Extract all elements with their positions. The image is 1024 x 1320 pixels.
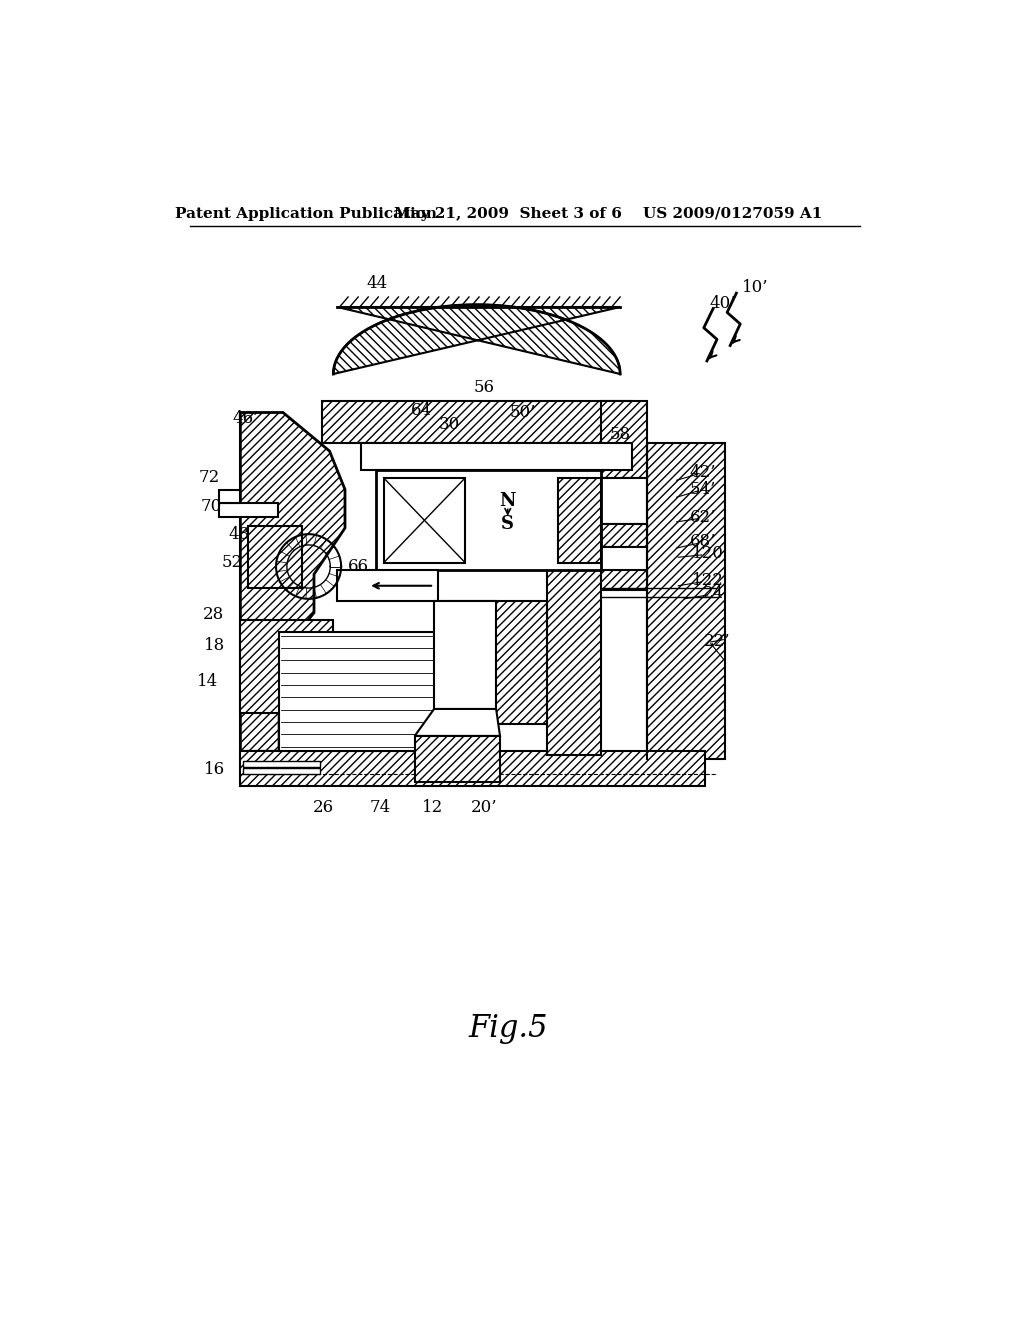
Text: 42’: 42’ xyxy=(690,465,717,480)
Bar xyxy=(248,527,302,589)
Text: 12: 12 xyxy=(422,799,443,816)
Text: 122: 122 xyxy=(692,572,724,589)
Text: Patent Application Publication: Patent Application Publication xyxy=(175,207,437,220)
Bar xyxy=(243,768,321,775)
Bar xyxy=(442,601,547,725)
Text: 120: 120 xyxy=(692,545,724,562)
Text: 14: 14 xyxy=(198,673,218,690)
Bar xyxy=(241,620,334,713)
Text: 28: 28 xyxy=(203,606,224,623)
Text: US 2009/0127059 A1: US 2009/0127059 A1 xyxy=(643,207,822,220)
Bar xyxy=(558,570,647,590)
Bar xyxy=(434,601,496,737)
Bar xyxy=(601,478,647,524)
Text: 68’: 68’ xyxy=(690,533,717,550)
Text: 46’: 46’ xyxy=(232,411,259,428)
Text: 64: 64 xyxy=(411,403,431,420)
Text: 10’: 10’ xyxy=(742,280,769,296)
Text: 24: 24 xyxy=(702,585,724,602)
Text: 30: 30 xyxy=(439,416,460,433)
Bar xyxy=(558,478,601,562)
Polygon shape xyxy=(334,305,621,374)
Text: 44: 44 xyxy=(367,275,388,292)
Text: 62’: 62’ xyxy=(690,508,717,525)
Bar xyxy=(337,570,438,601)
Text: 56: 56 xyxy=(474,379,495,396)
Text: 72: 72 xyxy=(199,470,220,487)
Text: 20’: 20’ xyxy=(471,799,498,816)
Text: 52: 52 xyxy=(222,554,243,572)
Text: May 21, 2009  Sheet 3 of 6: May 21, 2009 Sheet 3 of 6 xyxy=(394,207,622,220)
Bar xyxy=(547,570,601,755)
Bar xyxy=(376,470,601,570)
Text: 54’: 54’ xyxy=(690,480,717,498)
Text: 50’: 50’ xyxy=(510,404,537,421)
Polygon shape xyxy=(219,490,241,503)
Text: 26: 26 xyxy=(312,799,334,816)
Text: 66: 66 xyxy=(348,558,369,576)
Polygon shape xyxy=(241,412,345,751)
Text: 18: 18 xyxy=(204,638,225,655)
Bar xyxy=(243,760,321,767)
Text: 40’: 40’ xyxy=(710,294,736,312)
Text: 74: 74 xyxy=(370,799,390,816)
Text: 48: 48 xyxy=(228,525,250,543)
Text: 70: 70 xyxy=(201,498,222,515)
Text: S: S xyxy=(502,515,514,533)
Bar xyxy=(384,478,465,562)
Bar xyxy=(241,751,706,785)
Bar xyxy=(360,444,632,470)
Polygon shape xyxy=(415,709,500,737)
Bar xyxy=(601,524,647,548)
Text: 58: 58 xyxy=(609,425,631,442)
Text: 16: 16 xyxy=(204,760,225,777)
Bar xyxy=(647,444,725,759)
Bar xyxy=(322,401,632,444)
Bar xyxy=(219,503,278,517)
Bar xyxy=(601,548,647,578)
Bar xyxy=(601,401,647,478)
Text: 22’: 22’ xyxy=(703,634,730,651)
Polygon shape xyxy=(415,737,500,781)
Bar xyxy=(280,632,442,751)
Text: N: N xyxy=(500,492,516,510)
Text: Fig.5: Fig.5 xyxy=(468,1012,548,1044)
